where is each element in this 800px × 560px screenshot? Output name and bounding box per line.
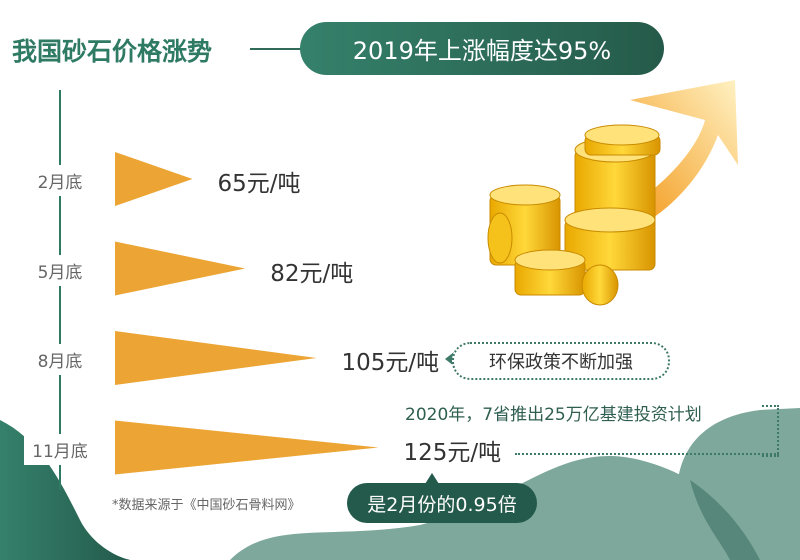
category-label: 2月底 xyxy=(24,165,96,196)
annotation-investment: 2020年，7省推出25万亿基建投资计划 xyxy=(405,405,702,425)
bar-3 xyxy=(115,420,379,475)
ratio-bubble: 是2月份的0.95倍 xyxy=(347,483,537,523)
value-label: 65元/吨 xyxy=(217,171,301,197)
value-label: 82元/吨 xyxy=(270,260,354,287)
category-label: 5月底 xyxy=(24,254,96,286)
gold-coins-rising-arrow-icon xyxy=(487,80,738,306)
category-label: 8月底 xyxy=(24,344,96,375)
dotted-connector xyxy=(760,405,779,457)
bubble-tip xyxy=(425,473,439,484)
bar-2 xyxy=(115,331,317,385)
value-label: 125元/吨 xyxy=(403,439,502,466)
blob-overlap xyxy=(690,480,760,560)
title-connector xyxy=(250,48,302,50)
note-pointer xyxy=(445,352,454,366)
source-note: *数据来源于《中国砂石骨料网》 xyxy=(112,498,301,513)
bar-1 xyxy=(115,241,246,296)
headline-pill: 2019年上涨幅度达95% xyxy=(300,22,664,75)
annotation-policy: 环保政策不断加强 xyxy=(452,342,670,380)
page-title: 我国砂石价格涨势 xyxy=(12,37,213,66)
category-label: 11月底 xyxy=(24,433,96,465)
dotted-connector-bottom xyxy=(515,453,779,455)
timeline-axis xyxy=(59,90,61,490)
bar-0 xyxy=(115,152,193,206)
value-label: 105元/吨 xyxy=(341,350,440,376)
